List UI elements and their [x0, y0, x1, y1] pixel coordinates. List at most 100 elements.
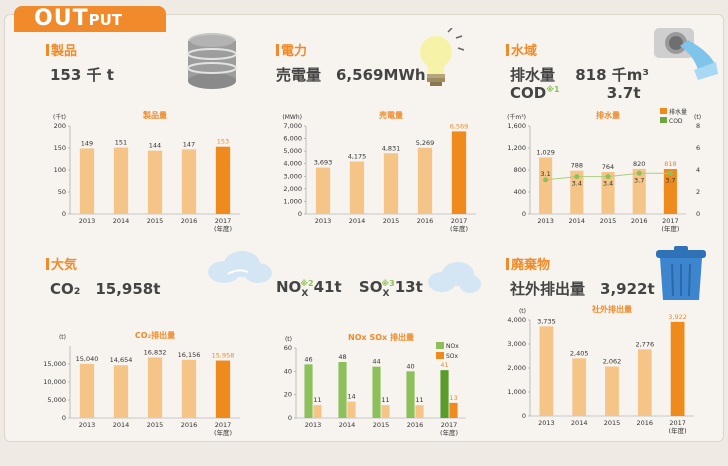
output-title: OUTPUT — [34, 6, 122, 34]
panel-value: 売電量 6,569MWh — [276, 66, 426, 84]
data-label: 788 — [571, 162, 583, 170]
chart-title: NOx SOx 排出量 — [348, 332, 414, 342]
cloud-icon — [208, 251, 272, 283]
legend-label: NOx — [446, 343, 459, 350]
y-tick-label: 2,000 — [507, 364, 526, 372]
panel-value: CO₂ 15,958t — [50, 280, 161, 298]
y-tick-label: 0 — [62, 210, 66, 218]
x-tick-label: 2016 — [637, 419, 654, 427]
data-label: 5,269 — [416, 139, 435, 147]
data-label: 764 — [602, 163, 614, 171]
bar-sox — [415, 405, 424, 418]
x-tick-label: 2017 — [215, 421, 232, 429]
x-tick-label: 2016 — [417, 217, 434, 225]
panel-title: 大気 — [46, 254, 77, 273]
bar — [79, 363, 95, 418]
chart-title: 社外排出量 — [591, 304, 632, 314]
output-title-big: OUT — [34, 6, 89, 31]
y-axis-unit: (千m³) — [507, 113, 526, 121]
y-tick-label: 400 — [514, 188, 526, 196]
panel-noxsox: NOX※241t SOX※313t NOx SOx 排出量 (t) 0 20 40 60 2… — [276, 254, 506, 466]
legend-swatch — [660, 117, 667, 123]
water-pipe-icon — [654, 28, 718, 80]
x-year-note: (年度) — [669, 426, 687, 435]
x-tick-label: 2015 — [147, 421, 164, 429]
bar-sox — [347, 401, 356, 418]
x-tick-label: 2016 — [181, 217, 198, 225]
y-tick-label: 3,000 — [507, 340, 526, 348]
legend-swatch — [436, 352, 444, 359]
x-tick-label: 2017 — [441, 421, 458, 429]
data-label: 149 — [81, 139, 93, 147]
panel-product: 製品 153 千 t 製品量 (千t) 0 50 100 150 200 2013 2014 20… — [46, 33, 276, 252]
data-label: 15,040 — [76, 355, 99, 363]
x-tick-label: 2014 — [569, 217, 586, 225]
output-title-small: PUT — [88, 11, 122, 29]
legend-label: SOx — [446, 353, 459, 360]
bar — [670, 321, 685, 416]
data-label: 1,029 — [536, 148, 555, 156]
bar — [417, 147, 433, 214]
y-right-axis-unit: (t) — [694, 114, 701, 121]
sox-sub: X — [382, 289, 390, 299]
panel-value: 社外排出量 3,922t — [510, 280, 655, 298]
data-label: 40 — [406, 362, 414, 370]
panel-waste: 廃棄物 社外排出量 3,922t 社外排出量 (t) 0 1,000 2,000 3,00… — [506, 246, 728, 466]
data-label: 153 — [217, 138, 229, 146]
x-tick-label: 2016 — [407, 421, 424, 429]
bar — [113, 365, 129, 418]
bar — [215, 146, 231, 214]
cod-label: 3.4 — [572, 180, 582, 188]
y-tick-label: 0 — [522, 210, 526, 218]
chart-waste: 社外排出量 (t) 0 1,000 2,000 3,000 4,000 2013 2014 201… — [507, 304, 694, 435]
chart-product: 製品量 (千t) 0 50 100 150 200 2013 2014 2015 2016 2017(… — [53, 110, 240, 233]
y-tick-label: 5,000 — [47, 396, 66, 404]
panel-power: 電力 売電量 6,569MWh 売電量 (MWh) 0 1,000 2,000 3,000… — [276, 28, 506, 252]
y-right-tick-label: 4 — [696, 166, 700, 174]
nox-value: 41t — [313, 278, 342, 296]
x-tick-label: 2014 — [113, 217, 130, 225]
x-tick-label: 2017 — [451, 217, 468, 225]
y-tick-label: 4,000 — [507, 316, 526, 324]
cod-label: 3.1 — [540, 170, 550, 178]
y-tick-label: 1,600 — [507, 122, 526, 130]
y-right-tick-label: 6 — [696, 144, 700, 152]
y-tick-label: 20 — [284, 391, 292, 399]
data-label: 3,735 — [537, 317, 556, 325]
x-year-note: (年度) — [214, 224, 232, 233]
bar — [349, 161, 365, 214]
x-tick-label: 2016 — [181, 421, 198, 429]
bar — [181, 359, 197, 418]
sox-note: ※3 — [381, 279, 395, 288]
y-axis-unit: (千t) — [53, 113, 66, 121]
x-tick-label: 2013 — [79, 421, 96, 429]
data-label: 144 — [149, 142, 161, 150]
y-tick-label: 1,200 — [507, 144, 526, 152]
data-label: 11 — [381, 396, 389, 404]
data-label: 147 — [183, 140, 195, 148]
bar-nox — [372, 366, 381, 418]
y-tick-label: 1,000 — [283, 197, 302, 205]
y-tick-label: 150 — [54, 144, 66, 152]
bar — [605, 366, 619, 416]
x-year-note: (年度) — [214, 428, 232, 437]
bar — [181, 149, 197, 214]
bar-nox — [440, 370, 449, 418]
bar-sox — [449, 402, 458, 418]
cod-value: 3.7t — [606, 84, 641, 102]
bar — [637, 349, 652, 416]
bar-nox — [406, 371, 415, 418]
data-label: 818 — [664, 160, 676, 168]
bar — [451, 131, 467, 214]
data-label: 2,062 — [603, 358, 622, 366]
legend-label: 排水量 — [669, 108, 687, 116]
data-label: 4,175 — [348, 153, 367, 161]
bar-nox — [338, 362, 347, 418]
bar — [572, 358, 587, 416]
data-label: 151 — [115, 139, 127, 147]
data-label: 3,922 — [668, 313, 687, 321]
sox-label: SO — [358, 278, 383, 296]
y-tick-label: 2,000 — [283, 185, 302, 193]
bar-sox — [313, 405, 322, 418]
y-tick-label: 200 — [54, 122, 66, 130]
